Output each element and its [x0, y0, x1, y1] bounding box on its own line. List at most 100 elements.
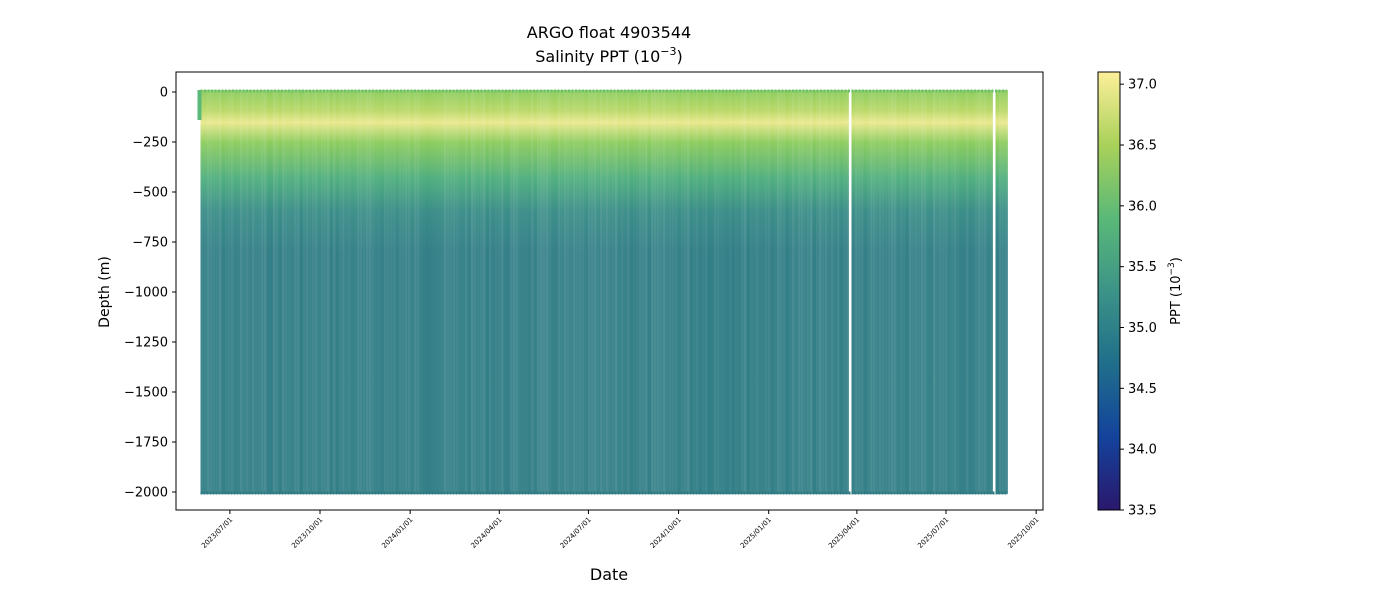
- profile-strip: [695, 90, 699, 494]
- y-axis-label: Depth (m): [97, 256, 113, 328]
- profile-strip: [365, 90, 369, 494]
- profile-strip: [800, 90, 804, 494]
- profile-strip: [710, 90, 714, 494]
- profile-strip: [569, 90, 573, 494]
- profile-strip: [956, 90, 960, 494]
- profile-strip: [359, 90, 363, 494]
- profile-strip: [635, 90, 639, 494]
- profile-strip: [518, 90, 522, 494]
- chart-title: ARGO float 4903544: [527, 23, 691, 42]
- profile-strip: [653, 90, 657, 494]
- profile-strip: [449, 90, 453, 494]
- profile-strip: [758, 90, 762, 494]
- profile-strip: [530, 90, 534, 494]
- profile-strip: [788, 90, 792, 494]
- x-tick-label: 2025/07/01: [916, 516, 950, 550]
- profile-strip: [857, 90, 861, 494]
- profile-strip: [431, 90, 435, 494]
- profile-strip: [455, 90, 459, 494]
- profile-strip: [659, 90, 663, 494]
- profile-strip: [386, 90, 390, 494]
- chart-subtitle: Salinity PPT (10−3): [535, 45, 683, 66]
- colorbar-ticks: 37.0 36.5 36.0 35.5 35.0 34.5 34.0 33.5: [1120, 78, 1157, 519]
- profile-strip: [650, 90, 654, 494]
- profile-strip: [806, 90, 810, 494]
- profile-strip: [878, 90, 882, 494]
- profile-strip: [275, 90, 279, 494]
- profile-strip: [989, 90, 993, 494]
- profile-strip: [536, 90, 540, 494]
- profile-strip: [944, 90, 948, 494]
- colorbar-tick-label: 37.0: [1128, 78, 1157, 93]
- profile-strip: [842, 90, 846, 494]
- profile-strip: [1001, 90, 1005, 494]
- profile-strip: [587, 90, 591, 494]
- profile-strip: [887, 90, 891, 494]
- profile-strip: [779, 90, 783, 494]
- profile-strip: [623, 90, 627, 494]
- profile-strip: [854, 90, 858, 494]
- profile-strip: [215, 90, 219, 494]
- profile-strip: [872, 90, 876, 494]
- profile-strip: [791, 90, 795, 494]
- x-axis: 2023/07/01 2023/10/01 2024/01/01 2024/04/01…: [200, 510, 1041, 550]
- profile-strip: [554, 90, 558, 494]
- x-tick-label: 2025/10/01: [1006, 516, 1040, 550]
- profile-strip: [416, 90, 420, 494]
- profile-strip: [977, 90, 981, 494]
- profile-strip: [707, 90, 711, 494]
- profile-strip: [326, 90, 330, 494]
- x-tick-label: 2024/04/01: [470, 516, 504, 550]
- profile-strip: [935, 90, 939, 494]
- profile-strip: [317, 90, 321, 494]
- profile-strip: [305, 90, 309, 494]
- profile-strip: [752, 90, 756, 494]
- profile-strip: [578, 90, 582, 494]
- profile-strip: [209, 90, 213, 494]
- profile-strip: [632, 90, 636, 494]
- x-tick-label: 2025/04/01: [827, 516, 861, 550]
- profile-strip: [971, 90, 975, 494]
- profile-strip: [875, 90, 879, 494]
- profile-strip: [500, 90, 504, 494]
- profile-strip: [674, 90, 678, 494]
- profile-strip: [899, 90, 903, 494]
- profile-strip: [473, 90, 477, 494]
- colorbar-gradient: [1097, 71, 1121, 511]
- profile-strip: [719, 90, 723, 494]
- profile-strip: [428, 90, 432, 494]
- profile-strip: [818, 90, 822, 494]
- y-tick-label: −500: [132, 186, 168, 201]
- salinity-heatmap: [197, 89, 1008, 495]
- profile-strip: [479, 90, 483, 494]
- profile-strip: [560, 90, 564, 494]
- profile-strip: [482, 90, 486, 494]
- profile-strip: [620, 90, 624, 494]
- y-axis: 0 −250 −500 −750 −1000 −1250 −1500 −1750 −2000: [124, 86, 176, 501]
- profile-strip: [551, 90, 555, 494]
- profile-strip: [299, 90, 303, 494]
- profile-strip: [998, 90, 1002, 494]
- profile-strip: [464, 90, 468, 494]
- profile-strip: [509, 90, 513, 494]
- profile-strip: [851, 90, 855, 494]
- profile-strip: [593, 90, 597, 494]
- profile-strip: [227, 90, 231, 494]
- profile-strip: [398, 90, 402, 494]
- profile-strip: [908, 90, 912, 494]
- profile-strip: [521, 90, 525, 494]
- profile-strip: [251, 90, 255, 494]
- profile-strip: [260, 90, 264, 494]
- profile-strip: [698, 90, 702, 494]
- profile-strip: [929, 90, 933, 494]
- profile-strip: [671, 90, 675, 494]
- x-tick-label: 2023/07/01: [200, 516, 234, 550]
- profile-strip: [722, 90, 726, 494]
- y-tick-label: −250: [132, 136, 168, 151]
- y-tick-label: −2000: [124, 486, 168, 501]
- profile-strip: [575, 90, 579, 494]
- profile-strip: [581, 90, 585, 494]
- profile-strip: [491, 90, 495, 494]
- plot-frame: [175, 71, 1044, 511]
